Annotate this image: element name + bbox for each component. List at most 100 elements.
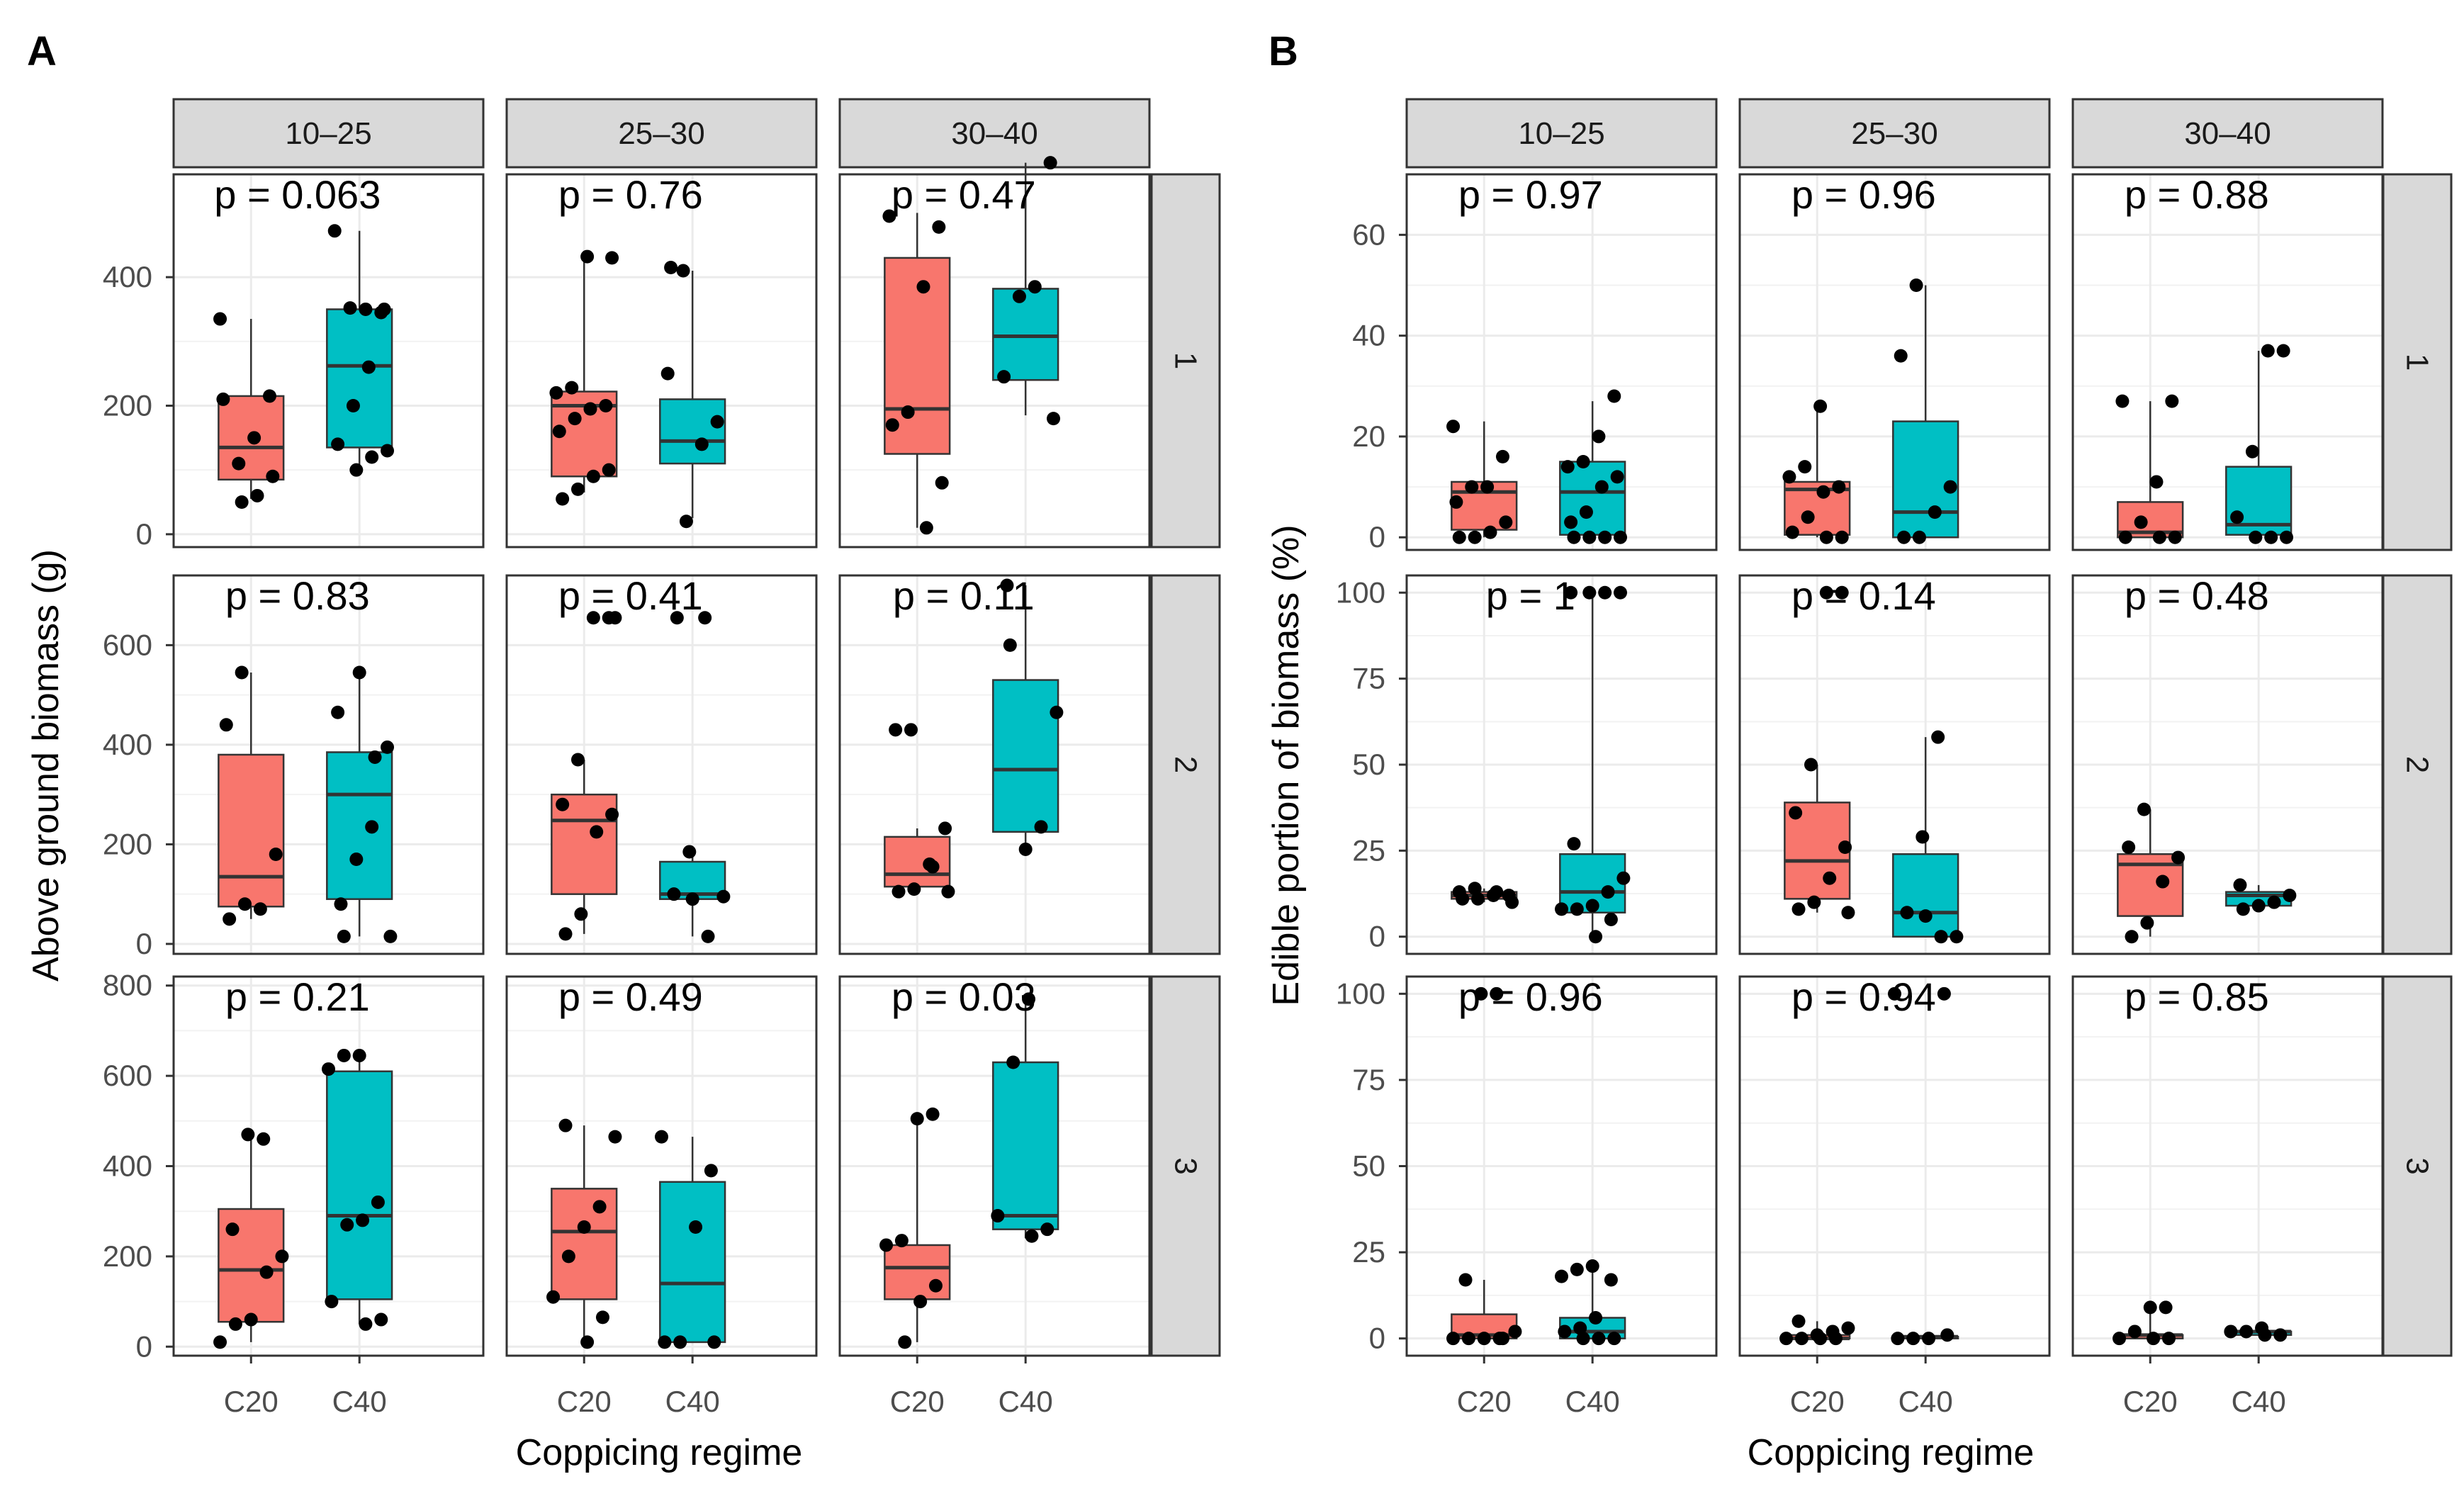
data-point-c20: [907, 882, 921, 896]
data-point-c20: [586, 611, 600, 625]
data-point-c20: [216, 392, 230, 406]
data-point-c20: [1446, 420, 1461, 434]
data-point-c40: [1610, 470, 1624, 484]
data-point-c20: [238, 897, 252, 911]
data-point-c40: [1558, 1325, 1572, 1339]
data-point-c20: [926, 860, 940, 874]
y-tick-label: 200: [103, 388, 152, 422]
data-point-c20: [2159, 1300, 2173, 1315]
data-point-c20: [580, 1335, 595, 1349]
data-point-c20: [926, 1107, 940, 1121]
data-point-c20: [247, 431, 261, 445]
data-point-c40: [349, 463, 364, 477]
data-point-c20: [1823, 871, 1837, 885]
data-point-c40: [1025, 1229, 1039, 1243]
data-point-c20: [2113, 1332, 2127, 1346]
p-value-annotation: p = 0.21: [225, 974, 370, 1019]
data-point-c20: [571, 482, 585, 496]
data-point-c40: [352, 665, 366, 680]
data-point-c40: [2280, 530, 2294, 544]
data-point-c20: [1490, 885, 1504, 899]
y-tick-label: 25: [1352, 833, 1385, 867]
strip-top-label: 10–25: [1518, 116, 1604, 151]
data-point-c40: [1570, 1262, 1584, 1276]
x-axis-title: Coppicing regime: [1748, 1432, 2035, 1473]
data-point-c20: [275, 1249, 289, 1264]
data-point-c40: [2261, 344, 2275, 358]
strip-right-label: 3: [2400, 1157, 2435, 1174]
y-tick-label: 600: [103, 1059, 152, 1092]
data-point-c40: [374, 1312, 388, 1327]
data-point-c40: [1576, 455, 1590, 469]
data-point-c20: [561, 1249, 575, 1264]
data-point-c20: [1791, 1314, 1806, 1328]
data-point-c20: [1798, 460, 1812, 474]
data-point-c20: [213, 312, 227, 326]
x-tick-label: C40: [1565, 1385, 1620, 1418]
y-tick-label: 800: [103, 969, 152, 1002]
data-point-c40: [1564, 585, 1578, 600]
data-point-c20: [1505, 895, 1519, 909]
data-point-c40: [1050, 705, 1064, 719]
y-tick-label: 0: [136, 927, 152, 960]
p-value-annotation: p = 0.11: [893, 573, 1035, 618]
data-point-c40: [1931, 730, 1945, 744]
y-tick-label: 100: [1336, 977, 1385, 1010]
data-point-c20: [592, 1200, 607, 1214]
data-point-c40: [655, 1130, 668, 1144]
y-tick-label: 200: [103, 827, 152, 860]
data-point-c20: [885, 418, 899, 432]
data-point-c40: [1564, 515, 1578, 529]
data-point-c20: [938, 821, 952, 836]
box-c40: [992, 1061, 1059, 1230]
data-point-c40: [381, 740, 395, 754]
data-point-c20: [590, 825, 604, 839]
data-point-c40: [1915, 830, 1930, 844]
y-tick-label: 400: [103, 260, 152, 293]
y-tick-label: 0: [1369, 920, 1385, 953]
y-tick-label: 0: [1369, 520, 1385, 553]
data-point-c20: [1819, 530, 1833, 544]
data-point-c20: [1807, 895, 1821, 909]
data-point-c20: [916, 280, 930, 294]
data-point-c20: [1461, 1332, 1475, 1346]
strip-right-label: 1: [1169, 352, 1203, 369]
data-point-c20: [568, 412, 582, 426]
y-tick-label: 100: [1336, 575, 1385, 609]
data-point-c20: [898, 1335, 912, 1349]
facet-panel-border: [838, 574, 1151, 955]
p-value-annotation: p = 0.41: [558, 573, 703, 618]
data-point-c40: [1006, 1055, 1020, 1069]
data-point-c40: [2233, 878, 2247, 892]
data-point-c40: [1940, 1328, 1954, 1342]
data-point-c40: [1912, 530, 1926, 544]
x-tick-label: C40: [665, 1385, 720, 1418]
data-point-c40: [660, 366, 675, 381]
facet-panel-border: [172, 574, 485, 955]
x-tick-label: C20: [557, 1385, 612, 1418]
data-point-c40: [2273, 1328, 2288, 1342]
data-point-c40: [689, 1220, 703, 1234]
facet-panel-border: [2071, 574, 2384, 955]
data-point-c40: [1028, 280, 1042, 294]
data-point-c20: [608, 611, 622, 625]
data-point-c20: [602, 463, 616, 477]
p-value-annotation: p = 0.96: [1791, 172, 1936, 217]
data-point-c20: [879, 1238, 894, 1252]
data-point-c20: [1835, 530, 1849, 544]
x-axis-title: Coppicing regime: [516, 1432, 803, 1473]
data-point-c20: [599, 398, 613, 412]
y-tick-label: 400: [103, 1149, 152, 1183]
strip-right-label: 2: [2400, 756, 2435, 773]
data-point-c40: [1589, 1311, 1603, 1325]
data-point-c40: [359, 302, 373, 316]
data-point-c40: [1040, 1222, 1054, 1237]
data-point-c40: [1897, 530, 1911, 544]
strip-top-box: [838, 98, 1151, 169]
data-point-c20: [1446, 1332, 1461, 1346]
data-point-c40: [1604, 912, 1618, 926]
data-point-c20: [605, 251, 619, 265]
strip-top-box: [2071, 98, 2384, 169]
data-point-c20: [1789, 806, 1803, 820]
data-point-c20: [889, 723, 903, 737]
